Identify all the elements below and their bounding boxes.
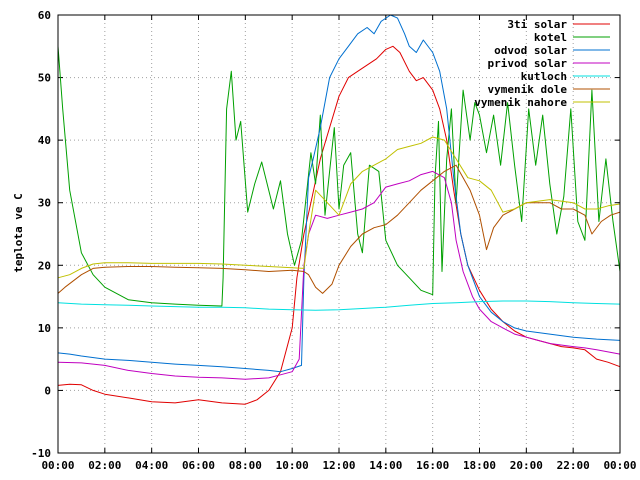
x-tick-label: 18:00 [463, 459, 496, 472]
y-tick-label: 40 [38, 134, 51, 147]
x-tick-label: 02:00 [88, 459, 121, 472]
x-tick-label: 08:00 [229, 459, 262, 472]
legend-label: odvod solar [494, 44, 567, 57]
y-tick-label: 30 [38, 197, 51, 210]
x-tick-label: 12:00 [322, 459, 355, 472]
plot-frame [57, 14, 621, 454]
x-tick-label: 10:00 [276, 459, 309, 472]
y-tick-label: 50 [38, 72, 51, 85]
x-tick-label: 22:00 [557, 459, 590, 472]
x-tick-label: 00:00 [603, 459, 636, 472]
y-tick-label: 10 [38, 322, 51, 335]
series-line-4 [57, 170, 621, 380]
legend-label: 3ti solar [507, 18, 567, 31]
x-tick-label: 14:00 [369, 459, 402, 472]
x-tick-label: 00:00 [41, 459, 74, 472]
series-line-3 [57, 14, 621, 373]
legend-label: privod solar [488, 57, 568, 70]
legend-label: kotel [534, 31, 567, 44]
y-tick-label: 20 [38, 259, 51, 272]
x-tick-label: 16:00 [416, 459, 449, 472]
x-tick-label: 20:00 [510, 459, 543, 472]
y-axis-label: teplota ve C [12, 193, 25, 272]
x-tick-label: 06:00 [182, 459, 215, 472]
legend-label: vymenik dole [488, 83, 568, 96]
legend-label: kutloch [521, 70, 567, 83]
tick-labels: 00:00 02:00 04:00 06:00 08:00 10:00 12:00 14:00… [31, 9, 636, 472]
series-lines [57, 14, 621, 405]
y-tick-label: 60 [38, 9, 51, 22]
y-tick-label: 0 [44, 384, 51, 397]
series-line-5 [57, 300, 621, 311]
x-tick-label: 04:00 [135, 459, 168, 472]
series-line-2 [57, 46, 621, 307]
legend-label: vymenik nahore [474, 96, 567, 109]
series-line-7 [57, 136, 621, 279]
series-line-6 [57, 164, 621, 294]
y-tick-label: -10 [31, 447, 51, 460]
